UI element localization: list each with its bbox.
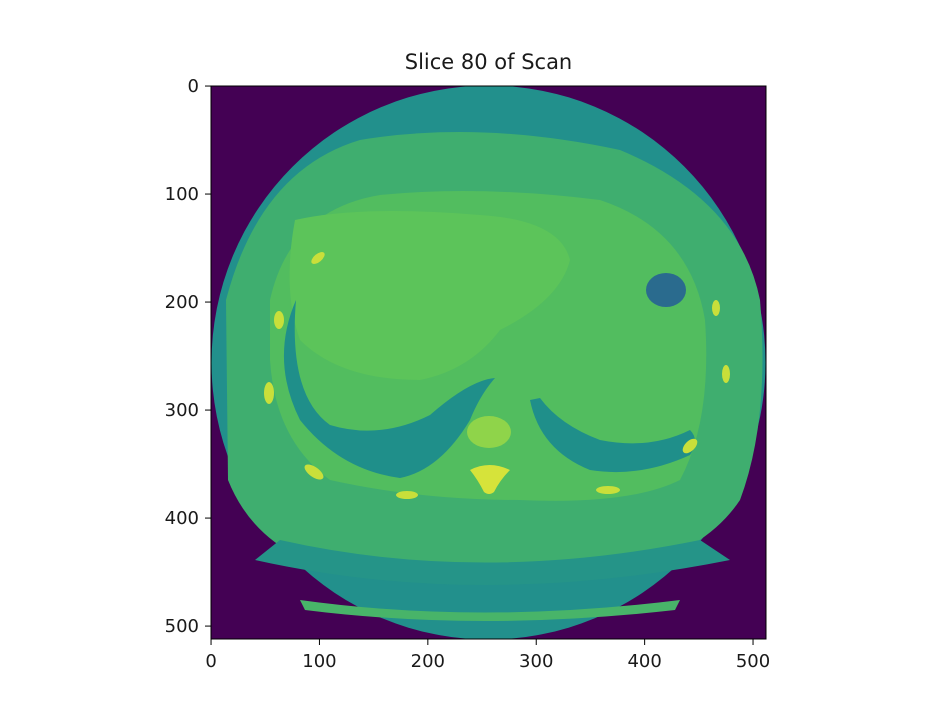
- x-tick-label: 400: [627, 651, 661, 672]
- axes-frame: [210, 85, 767, 640]
- scan-image: [211, 86, 766, 639]
- x-tick-label: 100: [302, 651, 336, 672]
- vertebral-body: [467, 416, 511, 448]
- y-tick-label: 300: [165, 400, 199, 421]
- x-tick-label: 200: [411, 651, 445, 672]
- x-tick-label: 300: [519, 651, 553, 672]
- left-lung: [283, 300, 495, 478]
- x-tick-label: 0: [205, 651, 216, 672]
- plot-title: Slice 80 of Scan: [404, 50, 573, 74]
- y-axis: 0 100 200 300 400 500: [165, 76, 211, 637]
- y-tick-label: 200: [165, 292, 199, 313]
- spinal-process: [470, 465, 510, 494]
- y-tick-label: 100: [165, 184, 199, 205]
- ribs: [264, 252, 730, 499]
- right-lung: [530, 398, 695, 473]
- scanner-table: [255, 540, 730, 585]
- y-tick-label: 0: [188, 76, 199, 97]
- scanner-table-edge: [300, 600, 680, 621]
- x-axis: 0 100 200 300 400 500: [205, 639, 770, 672]
- y-tick-label: 500: [165, 616, 199, 637]
- stomach-gas: [646, 273, 686, 307]
- x-tick-label: 500: [736, 651, 770, 672]
- liver-region: [289, 211, 570, 380]
- y-tick-label: 400: [165, 508, 199, 529]
